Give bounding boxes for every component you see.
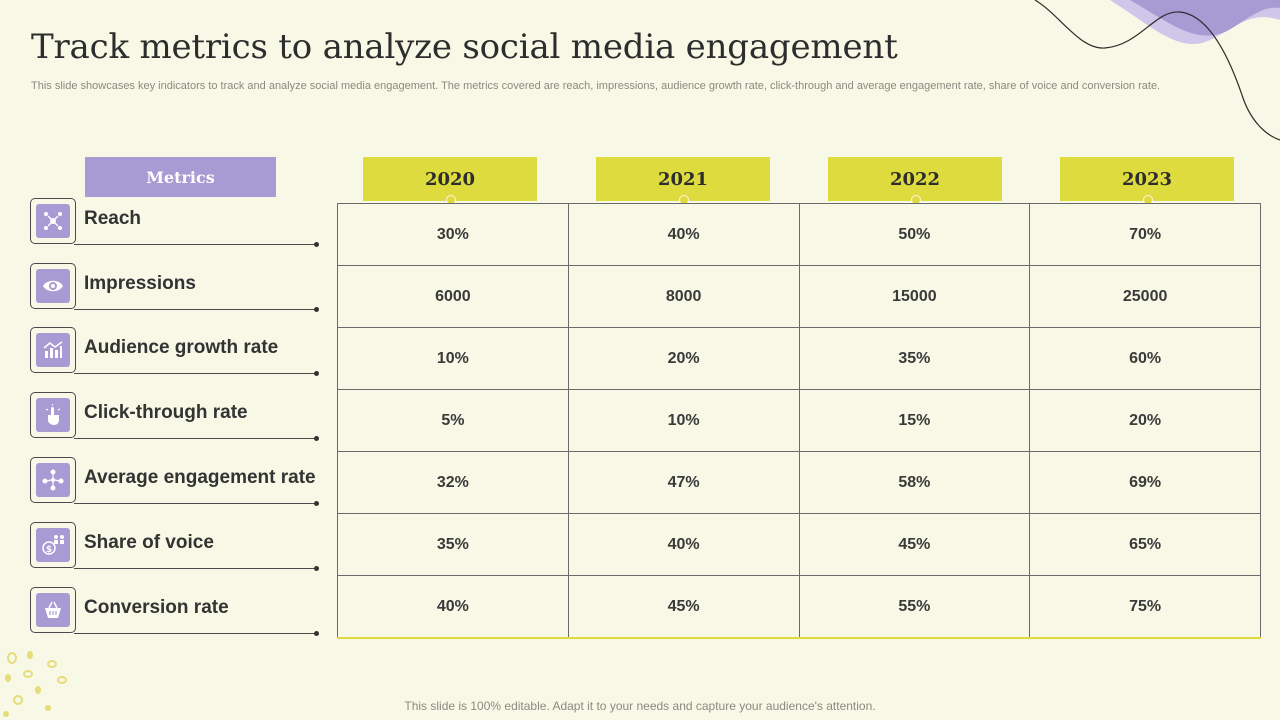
table-cell: 10%: [337, 327, 569, 390]
table-cell: 15%: [798, 389, 1031, 452]
table-cell: 35%: [798, 327, 1031, 390]
svg-text:$: $: [46, 545, 52, 555]
corner-wave-decoration: [1034, 0, 1280, 141]
metrics-header: Metrics: [85, 157, 276, 197]
table-cell: 8000: [567, 265, 800, 328]
metric-label: Impressions: [84, 273, 196, 294]
metric-icon-frame: [30, 457, 76, 503]
table-cell: 32%: [337, 451, 569, 514]
table-cell: 40%: [337, 575, 569, 639]
footer-note: This slide is 100% editable. Adapt it to…: [404, 699, 876, 713]
reach-icon: [44, 212, 62, 230]
table-row: 10% 20% 35% 60%: [337, 327, 1261, 390]
metric-divider-dot: [314, 436, 319, 441]
metric-row-avg-engagement: Average engagement rate: [30, 457, 320, 506]
table-cell: 60%: [1029, 327, 1261, 390]
metric-row-conversion: Conversion rate: [30, 587, 320, 636]
year-label: 2020: [424, 168, 476, 190]
table-row: 6000 8000 15000 25000: [337, 265, 1261, 328]
table-row: 30% 40% 50% 70%: [337, 203, 1261, 266]
metric-label: Average engagement rate: [84, 467, 316, 488]
year-header-2021: 2021: [596, 157, 770, 205]
table-cell: 50%: [798, 203, 1031, 266]
metric-divider: [74, 633, 317, 634]
table-cell: 70%: [1029, 203, 1261, 266]
metric-icon-frame: [30, 392, 76, 438]
table-cell: 40%: [567, 513, 800, 576]
metric-label: Share of voice: [84, 532, 214, 553]
table-cell: 65%: [1029, 513, 1261, 576]
metric-label: Audience growth rate: [84, 337, 279, 358]
table-cell: 69%: [1029, 451, 1261, 514]
metric-label: Click-through rate: [84, 402, 248, 423]
people-network-icon: [42, 469, 64, 491]
metrics-table: 30% 40% 50% 70% 6000 8000 15000 25000 10…: [337, 203, 1261, 639]
metric-icon-frame: [30, 263, 76, 309]
page-subtitle: This slide showcases key indicators to t…: [31, 80, 1161, 92]
metric-icon-frame: [30, 587, 76, 633]
table-row: 35% 40% 45% 65%: [337, 513, 1261, 576]
table-cell: 55%: [798, 575, 1031, 639]
table-cell: 15000: [798, 265, 1031, 328]
metric-icon-frame: [30, 198, 76, 244]
year-header-2022: 2022: [828, 157, 1002, 205]
metric-row-impressions: Impressions: [30, 263, 320, 312]
table-row: 32% 47% 58% 69%: [337, 451, 1261, 514]
metric-row-click-through: Click-through rate: [30, 392, 320, 441]
table-row: 40% 45% 55% 75%: [337, 575, 1261, 639]
metric-row-audience-growth: Audience growth rate: [30, 327, 320, 376]
metric-divider: [74, 438, 317, 439]
table-row: 5% 10% 15% 20%: [337, 389, 1261, 452]
metric-row-share-of-voice: $ Share of voice: [30, 522, 320, 571]
metric-divider-dot: [314, 566, 319, 571]
table-cell: 25000: [1029, 265, 1261, 328]
year-label: 2023: [1121, 168, 1173, 190]
metric-divider-dot: [314, 242, 319, 247]
pointer-click-icon: [45, 404, 61, 425]
year-label: 2022: [889, 168, 941, 190]
table-cell: 47%: [567, 451, 800, 514]
metric-icon-frame: [30, 327, 76, 373]
metric-label: Reach: [84, 208, 142, 229]
table-cell: 5%: [337, 389, 569, 452]
metric-divider: [74, 373, 317, 374]
basket-icon: [45, 601, 61, 618]
metric-divider-dot: [314, 501, 319, 506]
table-cell: 45%: [798, 513, 1031, 576]
table-cell: 30%: [337, 203, 569, 266]
year-header-2020: 2020: [363, 157, 537, 205]
eye-icon: [43, 280, 63, 292]
year-label: 2021: [657, 168, 709, 190]
page-title: Track metrics to analyze social media en…: [31, 27, 898, 67]
table-cell: 75%: [1029, 575, 1261, 639]
metric-divider: [74, 568, 317, 569]
table-cell: 6000: [337, 265, 569, 328]
table-cell: 40%: [567, 203, 800, 266]
metric-icon-frame: $: [30, 522, 76, 568]
metric-divider: [74, 503, 317, 504]
metric-divider-dot: [314, 307, 319, 312]
table-cell: 20%: [567, 327, 800, 390]
table-cell: 35%: [337, 513, 569, 576]
table-cell: 45%: [567, 575, 800, 639]
metric-divider-dot: [314, 631, 319, 636]
year-header-2023: 2023: [1060, 157, 1234, 205]
metric-divider: [74, 309, 317, 310]
growth-chart-icon: [43, 341, 63, 358]
dollar-people-icon: $: [42, 535, 64, 555]
confetti-decoration: [3, 651, 67, 717]
table-cell: 20%: [1029, 389, 1261, 452]
metric-divider-dot: [314, 371, 319, 376]
table-cell: 58%: [798, 451, 1031, 514]
table-cell: 10%: [567, 389, 800, 452]
metric-row-reach: Reach: [30, 198, 320, 247]
metric-divider: [74, 244, 317, 245]
metric-label: Conversion rate: [84, 597, 229, 618]
